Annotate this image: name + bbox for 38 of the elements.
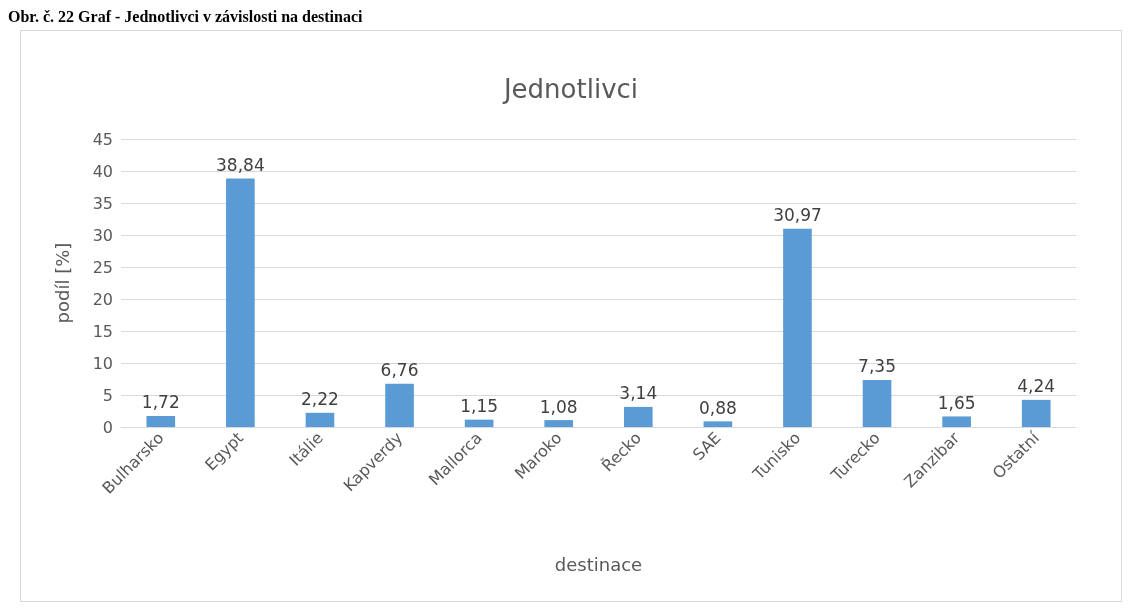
data-label: 7,35 xyxy=(858,356,896,377)
chart-title: Jednotlivci xyxy=(501,74,639,104)
y-tick-label: 30 xyxy=(92,225,113,245)
y-tick-label: 40 xyxy=(92,161,113,181)
y-tick-label: 10 xyxy=(92,353,113,373)
y-tick-label: 20 xyxy=(92,289,113,309)
y-tick-label: 0 xyxy=(102,417,113,437)
data-label: 4,24 xyxy=(1017,376,1056,397)
data-label: 0,88 xyxy=(698,397,737,418)
data-label: 30,97 xyxy=(773,205,822,226)
y-tick-label: 35 xyxy=(92,193,113,213)
data-label: 38,84 xyxy=(216,154,265,175)
x-axis-title: destinace xyxy=(554,553,643,575)
bar xyxy=(464,419,494,427)
bar xyxy=(544,420,574,427)
bar xyxy=(623,406,653,427)
bar xyxy=(1021,399,1051,427)
y-tick-label: 25 xyxy=(92,257,113,277)
bar xyxy=(942,416,971,427)
y-axis-title: podíl [%] xyxy=(51,242,73,324)
bar xyxy=(862,379,892,427)
bar xyxy=(226,178,255,427)
data-label: 2,22 xyxy=(301,389,339,410)
bar xyxy=(783,228,812,427)
data-label: 3,14 xyxy=(619,383,658,404)
bar xyxy=(305,412,335,427)
bar xyxy=(703,421,733,427)
data-label: 1,15 xyxy=(460,396,499,417)
bar xyxy=(385,383,414,427)
data-label: 1,72 xyxy=(141,392,180,413)
data-label: 1,08 xyxy=(539,396,578,417)
bar xyxy=(146,415,176,427)
data-label: 6,76 xyxy=(380,360,419,381)
y-tick-label: 5 xyxy=(102,385,113,405)
data-label: 1,65 xyxy=(937,392,976,413)
text: Obr. č. 22 Graf - Jednotlivci v závislosti na destinaci xyxy=(8,8,363,26)
y-tick-label: 15 xyxy=(92,321,113,341)
y-tick-label: 45 xyxy=(92,129,113,149)
